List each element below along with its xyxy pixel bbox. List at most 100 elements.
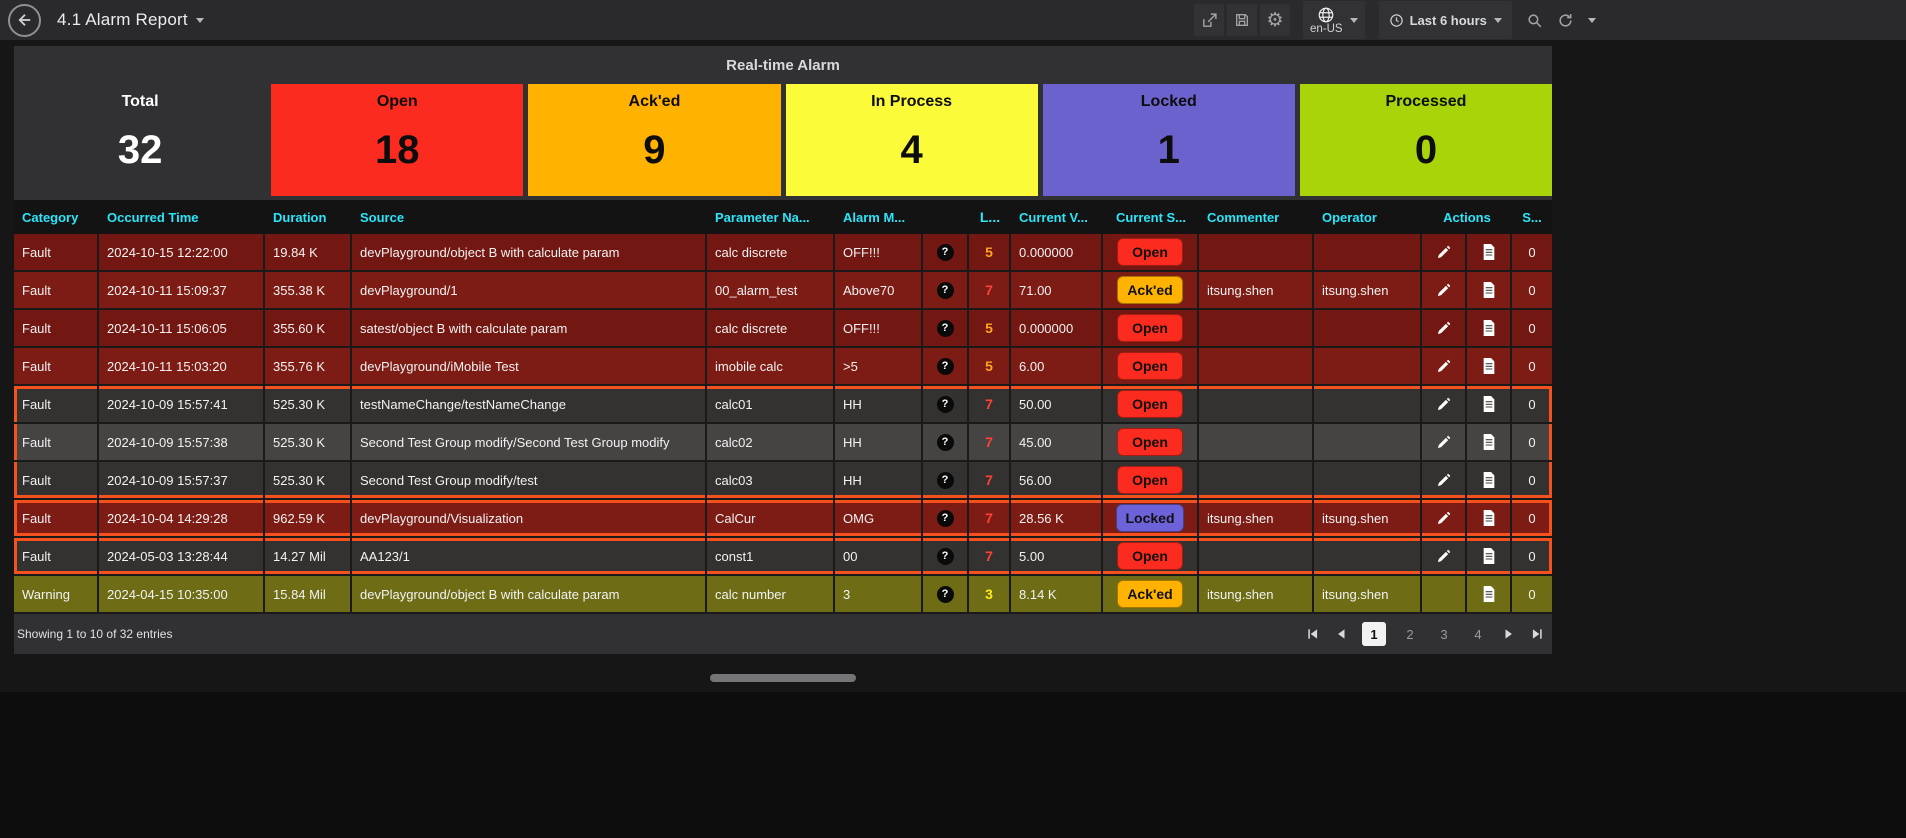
status-badge[interactable]: Open <box>1117 352 1183 380</box>
action-log-button[interactable] <box>1467 386 1512 422</box>
help-icon[interactable]: ? <box>936 471 954 489</box>
help-icon[interactable]: ? <box>936 509 954 527</box>
table-row[interactable]: Fault 2024-10-09 15:57:38 525.30 K Second T… <box>14 424 1552 462</box>
first-page-button[interactable] <box>1306 627 1320 641</box>
page-button-4[interactable]: 4 <box>1474 626 1482 642</box>
column-header-help[interactable] <box>923 200 969 234</box>
action-log-button[interactable] <box>1467 462 1512 498</box>
title-caret-icon[interactable] <box>195 17 204 23</box>
time-range-picker[interactable]: Last 6 hours <box>1378 1 1512 39</box>
cell-parameter-name: calc01 <box>707 386 835 422</box>
column-header-duration[interactable]: Duration <box>273 209 327 225</box>
stat-locked[interactable]: Locked 1 <box>1042 84 1295 196</box>
status-badge[interactable]: Locked <box>1116 504 1184 532</box>
status-badge[interactable]: Open <box>1117 428 1183 456</box>
help-icon[interactable]: ? <box>936 433 954 451</box>
status-badge[interactable]: Open <box>1117 314 1183 342</box>
search-icon <box>1528 13 1542 27</box>
next-page-button[interactable] <box>1502 627 1516 641</box>
action-log-button[interactable] <box>1467 310 1512 346</box>
column-header-source[interactable]: Source <box>360 209 405 225</box>
action-edit-button[interactable] <box>1422 234 1467 270</box>
dashboard-title[interactable]: 4.1 Alarm Report <box>57 10 188 29</box>
share-button[interactable] <box>1194 4 1224 36</box>
column-header-time[interactable]: Occurred Time <box>107 209 199 225</box>
action-edit-button[interactable] <box>1422 462 1467 498</box>
stat-ack-ed[interactable]: Ack'ed 9 <box>528 84 781 196</box>
action-edit-button[interactable] <box>1422 272 1467 308</box>
page-button-1[interactable]: 1 <box>1362 622 1386 646</box>
action-log-button[interactable] <box>1467 272 1512 308</box>
refresh-button[interactable] <box>1557 12 1574 29</box>
horizontal-scrollbar[interactable] <box>710 674 856 682</box>
action-edit-button[interactable] <box>1422 310 1467 346</box>
action-log-button[interactable] <box>1467 234 1512 270</box>
prev-page-button[interactable] <box>1334 627 1348 641</box>
page-button-3[interactable]: 3 <box>1440 626 1448 642</box>
cell-operator <box>1314 424 1422 460</box>
column-header-operator[interactable]: Operator <box>1322 209 1377 225</box>
column-header-category[interactable]: Category <box>22 209 79 225</box>
column-header-status[interactable]: Current S... <box>1115 209 1187 225</box>
stat-total[interactable]: Total 32 <box>14 84 266 196</box>
column-header-value[interactable]: Current V... <box>1019 209 1088 225</box>
back-button[interactable] <box>8 3 41 37</box>
cell-commenter <box>1199 462 1314 498</box>
refresh-interval-caret-icon[interactable] <box>1587 17 1596 23</box>
cell-source: satest/object B with calculate param <box>352 310 707 346</box>
help-icon[interactable]: ? <box>936 585 954 603</box>
status-badge[interactable]: Open <box>1117 390 1183 418</box>
column-header-s[interactable]: S... <box>1522 209 1542 225</box>
stat-open[interactable]: Open 18 <box>271 84 524 196</box>
last-page-button[interactable] <box>1530 627 1544 641</box>
column-header-parameter[interactable]: Parameter Na... <box>715 209 810 225</box>
action-log-button[interactable] <box>1467 500 1512 536</box>
action-log-button[interactable] <box>1467 424 1512 460</box>
column-header-level[interactable]: L... <box>979 209 1001 225</box>
stat-processed[interactable]: Processed 0 <box>1299 84 1553 196</box>
document-icon <box>1483 396 1494 412</box>
page-button-2[interactable]: 2 <box>1406 626 1414 642</box>
search-button[interactable] <box>1526 12 1543 29</box>
help-icon[interactable]: ? <box>936 547 954 565</box>
settings-button[interactable]: ⚙ <box>1260 4 1290 36</box>
action-edit-button[interactable] <box>1422 500 1467 536</box>
action-edit-button[interactable] <box>1422 348 1467 384</box>
column-header-actions[interactable]: Actions <box>1443 209 1491 225</box>
time-range-caret-icon <box>1493 17 1502 23</box>
cell-operator <box>1314 386 1422 422</box>
column-header-message[interactable]: Alarm M... <box>843 209 906 225</box>
action-log-button[interactable] <box>1467 538 1512 574</box>
stat-in-process[interactable]: In Process 4 <box>785 84 1038 196</box>
status-badge[interactable]: Ack'ed <box>1117 580 1183 608</box>
help-icon[interactable]: ? <box>936 357 954 375</box>
help-icon[interactable]: ? <box>936 319 954 337</box>
save-button[interactable] <box>1227 4 1257 36</box>
action-edit-button[interactable] <box>1422 424 1467 460</box>
help-icon[interactable]: ? <box>936 395 954 413</box>
table-row[interactable]: Fault 2024-05-03 13:28:44 14.27 Mil AA123/1… <box>14 538 1552 576</box>
status-badge[interactable]: Open <box>1117 238 1183 266</box>
status-badge[interactable]: Open <box>1117 466 1183 494</box>
action-log-button[interactable] <box>1467 348 1512 384</box>
status-badge[interactable]: Open <box>1117 542 1183 570</box>
action-edit-button[interactable] <box>1422 576 1467 612</box>
action-edit-button[interactable] <box>1422 538 1467 574</box>
status-badge[interactable]: Ack'ed <box>1117 276 1183 304</box>
cell-s-value: 0 <box>1528 548 1536 564</box>
table-row[interactable]: Warning 2024-04-15 10:35:00 15.84 Mil devPl… <box>14 576 1552 614</box>
action-edit-button[interactable] <box>1422 386 1467 422</box>
action-log-button[interactable] <box>1467 576 1512 612</box>
column-header-commenter[interactable]: Commenter <box>1207 209 1280 225</box>
table-row[interactable]: Fault 2024-10-09 15:57:37 525.30 K Second T… <box>14 462 1552 500</box>
help-icon[interactable]: ? <box>936 243 954 261</box>
language-selector[interactable]: en-US <box>1303 1 1365 39</box>
help-icon[interactable]: ? <box>936 281 954 299</box>
cell-occurred-time: 2024-10-15 12:22:00 <box>99 234 265 270</box>
